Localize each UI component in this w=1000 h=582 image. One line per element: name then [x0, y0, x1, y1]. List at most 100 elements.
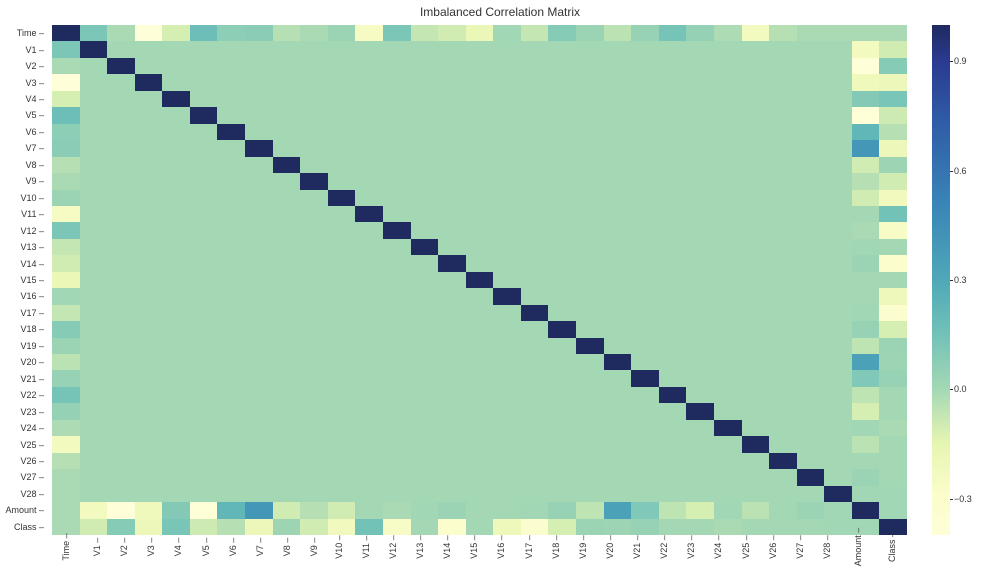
heatmap-cell [217, 338, 245, 354]
heatmap-cell [824, 157, 852, 173]
heatmap-cell [742, 453, 770, 469]
heatmap-cell [797, 403, 825, 419]
heatmap-cell [879, 403, 907, 419]
heatmap-cell [714, 469, 742, 485]
heatmap-cell [521, 338, 549, 354]
heatmap-cell [438, 370, 466, 386]
heatmap-cell [852, 255, 880, 271]
heatmap-cell [493, 41, 521, 57]
heatmap-cell [604, 354, 632, 370]
heatmap-cell [714, 190, 742, 206]
heatmap-cell [631, 305, 659, 321]
heatmap-cell [355, 288, 383, 304]
heatmap-cell [217, 436, 245, 452]
heatmap-cell [797, 288, 825, 304]
heatmap-cell [217, 91, 245, 107]
heatmap-cell [493, 305, 521, 321]
heatmap-cell [466, 206, 494, 222]
heatmap-cell [438, 206, 466, 222]
heatmap-cell [245, 91, 273, 107]
heatmap-cell [217, 288, 245, 304]
heatmap-cell [135, 74, 163, 90]
heatmap-cell [576, 41, 604, 57]
heatmap-cell [852, 107, 880, 123]
heatmap-cell [217, 403, 245, 419]
heatmap-cell [576, 173, 604, 189]
heatmap-cell [355, 420, 383, 436]
heatmap-cell [355, 272, 383, 288]
heatmap-cell [80, 190, 108, 206]
heatmap-cell [548, 321, 576, 337]
heatmap-cell [383, 157, 411, 173]
heatmap-cell [245, 74, 273, 90]
heatmap-cell [659, 58, 687, 74]
heatmap-cell [355, 338, 383, 354]
heatmap-cell [52, 239, 80, 255]
heatmap-cell [493, 288, 521, 304]
heatmap-cell [52, 173, 80, 189]
colorbar-tick [950, 499, 953, 500]
heatmap-cell [300, 469, 328, 485]
heatmap-cell [714, 354, 742, 370]
heatmap-cell [521, 190, 549, 206]
heatmap-cell [245, 272, 273, 288]
heatmap-cell [245, 157, 273, 173]
x-axis-label: V24 – [703, 538, 730, 582]
heatmap-cell [273, 74, 301, 90]
heatmap-cell [328, 305, 356, 321]
heatmap-cell [328, 453, 356, 469]
heatmap-cell [135, 222, 163, 238]
heatmap-cell [604, 255, 632, 271]
heatmap-cell [631, 469, 659, 485]
heatmap-cell [245, 420, 273, 436]
heatmap-cell [686, 272, 714, 288]
heatmap-cell [631, 420, 659, 436]
heatmap-cell [411, 420, 439, 436]
heatmap-cell [328, 338, 356, 354]
heatmap-cell [548, 370, 576, 386]
heatmap-cell [107, 486, 135, 502]
heatmap-cell [438, 469, 466, 485]
y-axis-label: V20 – [0, 354, 48, 370]
heatmap-cell [686, 354, 714, 370]
heatmap-cell [769, 436, 797, 452]
heatmap-cell [217, 173, 245, 189]
heatmap-cell [52, 403, 80, 419]
heatmap-cell [300, 321, 328, 337]
heatmap-cell [355, 173, 383, 189]
heatmap-cell [686, 502, 714, 518]
heatmap-cell [714, 436, 742, 452]
heatmap-cell [604, 157, 632, 173]
heatmap-cell [217, 157, 245, 173]
heatmap-cell [686, 420, 714, 436]
heatmap-cell [466, 272, 494, 288]
heatmap-cell [604, 420, 632, 436]
heatmap-cell [107, 453, 135, 469]
y-axis-label: V7 – [0, 140, 48, 156]
heatmap-cell [438, 157, 466, 173]
heatmap-cell [52, 288, 80, 304]
heatmap-cell [797, 25, 825, 41]
heatmap-cell [521, 387, 549, 403]
heatmap-cell [328, 173, 356, 189]
heatmap-cell [438, 486, 466, 502]
heatmap-cell [107, 190, 135, 206]
heatmap-cell [135, 41, 163, 57]
heatmap-cell [852, 370, 880, 386]
heatmap-cell [135, 354, 163, 370]
heatmap-cell [824, 239, 852, 255]
heatmap-cell [852, 91, 880, 107]
heatmap-cell [80, 305, 108, 321]
x-axis-label: Time – [52, 538, 79, 582]
heatmap-cell [797, 272, 825, 288]
heatmap-cell [383, 206, 411, 222]
heatmap-cell [273, 25, 301, 41]
heatmap-cell [659, 288, 687, 304]
heatmap-cell [493, 190, 521, 206]
heatmap-cell [769, 124, 797, 140]
heatmap-cell [604, 288, 632, 304]
heatmap-cell [383, 107, 411, 123]
heatmap-cell [328, 124, 356, 140]
heatmap-cell [438, 91, 466, 107]
heatmap-cell [659, 486, 687, 502]
